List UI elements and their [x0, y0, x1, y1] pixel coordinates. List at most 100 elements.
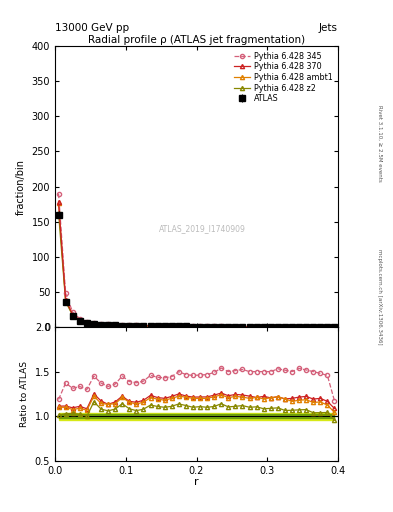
Pythia 6.428 ambt1: [70, 312, 75, 318]
Y-axis label: Ratio to ATLAS: Ratio to ATLAS: [20, 361, 29, 427]
Line: Pythia 6.428 370: Pythia 6.428 370: [57, 200, 336, 329]
Pythia 6.428 370: [325, 324, 330, 330]
Pythia 6.428 370: [84, 319, 89, 326]
Pythia 6.428 ambt1: [297, 324, 301, 330]
Text: Rivet 3.1.10, ≥ 2.5M events: Rivet 3.1.10, ≥ 2.5M events: [377, 105, 382, 182]
Pythia 6.428 370: [191, 324, 195, 330]
Pythia 6.428 ambt1: [148, 323, 153, 329]
Pythia 6.428 z2: [84, 319, 89, 326]
Pythia 6.428 ambt1: [56, 200, 61, 206]
Pythia 6.428 345: [162, 323, 167, 329]
Pythia 6.428 345: [120, 322, 125, 328]
Pythia 6.428 370: [113, 322, 118, 328]
Pythia 6.428 z2: [332, 324, 337, 330]
Pythia 6.428 345: [219, 324, 224, 330]
Pythia 6.428 345: [191, 323, 195, 329]
Pythia 6.428 z2: [226, 324, 231, 330]
Text: Jets: Jets: [319, 23, 338, 33]
Pythia 6.428 z2: [247, 324, 252, 330]
Pythia 6.428 ambt1: [155, 323, 160, 329]
Pythia 6.428 345: [297, 324, 301, 330]
Pythia 6.428 ambt1: [332, 324, 337, 330]
Pythia 6.428 ambt1: [113, 322, 118, 328]
Pythia 6.428 370: [63, 296, 68, 303]
Pythia 6.428 z2: [148, 323, 153, 329]
Pythia 6.428 370: [261, 324, 266, 330]
Pythia 6.428 z2: [290, 324, 294, 330]
Pythia 6.428 ambt1: [120, 322, 125, 328]
Pythia 6.428 370: [290, 324, 294, 330]
Pythia 6.428 ambt1: [184, 323, 188, 329]
Pythia 6.428 ambt1: [318, 324, 323, 330]
Pythia 6.428 ambt1: [290, 324, 294, 330]
X-axis label: r: r: [194, 477, 199, 487]
Pythia 6.428 370: [268, 324, 273, 330]
Pythia 6.428 z2: [261, 324, 266, 330]
Pythia 6.428 370: [212, 324, 217, 330]
Pythia 6.428 ambt1: [219, 324, 224, 330]
Legend: Pythia 6.428 345, Pythia 6.428 370, Pythia 6.428 ambt1, Pythia 6.428 z2, ATLAS: Pythia 6.428 345, Pythia 6.428 370, Pyth…: [233, 50, 334, 105]
Pythia 6.428 z2: [63, 298, 68, 305]
Pythia 6.428 z2: [198, 324, 202, 330]
Pythia 6.428 370: [198, 324, 202, 330]
Pythia 6.428 370: [318, 324, 323, 330]
Pythia 6.428 z2: [99, 322, 103, 328]
Pythia 6.428 370: [176, 323, 181, 329]
Pythia 6.428 z2: [191, 324, 195, 330]
Pythia 6.428 370: [169, 323, 174, 329]
Pythia 6.428 z2: [297, 324, 301, 330]
Pythia 6.428 z2: [113, 322, 118, 328]
Pythia 6.428 ambt1: [191, 324, 195, 330]
Pythia 6.428 ambt1: [63, 297, 68, 303]
Pythia 6.428 370: [240, 324, 245, 330]
Pythia 6.428 370: [162, 323, 167, 329]
Pythia 6.428 370: [297, 324, 301, 330]
Pythia 6.428 ambt1: [162, 323, 167, 329]
Pythia 6.428 z2: [106, 322, 110, 328]
Pythia 6.428 345: [148, 323, 153, 329]
Pythia 6.428 345: [169, 323, 174, 329]
Pythia 6.428 z2: [155, 323, 160, 329]
Pythia 6.428 370: [233, 324, 238, 330]
Pythia 6.428 345: [254, 324, 259, 330]
Pythia 6.428 345: [205, 324, 209, 330]
Pythia 6.428 370: [106, 322, 110, 328]
Pythia 6.428 ambt1: [261, 324, 266, 330]
Line: Pythia 6.428 z2: Pythia 6.428 z2: [57, 211, 336, 329]
Pythia 6.428 ambt1: [127, 323, 132, 329]
Pythia 6.428 z2: [127, 323, 132, 329]
Pythia 6.428 z2: [141, 323, 146, 329]
Title: Radial profile ρ (ATLAS jet fragmentation): Radial profile ρ (ATLAS jet fragmentatio…: [88, 35, 305, 45]
Pythia 6.428 345: [127, 322, 132, 328]
Pythia 6.428 z2: [275, 324, 280, 330]
Pythia 6.428 ambt1: [92, 321, 96, 327]
Pythia 6.428 345: [233, 324, 238, 330]
Pythia 6.428 345: [311, 324, 316, 330]
Pythia 6.428 370: [99, 321, 103, 327]
Pythia 6.428 ambt1: [99, 321, 103, 327]
Pythia 6.428 z2: [318, 324, 323, 330]
Pythia 6.428 370: [205, 324, 209, 330]
Pythia 6.428 z2: [70, 312, 75, 318]
Pythia 6.428 z2: [92, 321, 96, 327]
Pythia 6.428 345: [304, 324, 309, 330]
Pythia 6.428 345: [63, 290, 68, 296]
Pythia 6.428 z2: [254, 324, 259, 330]
Pythia 6.428 370: [283, 324, 287, 330]
Pythia 6.428 345: [290, 324, 294, 330]
Pythia 6.428 370: [226, 324, 231, 330]
Pythia 6.428 ambt1: [176, 323, 181, 329]
Pythia 6.428 370: [120, 322, 125, 328]
Pythia 6.428 ambt1: [268, 324, 273, 330]
Pythia 6.428 345: [318, 324, 323, 330]
Pythia 6.428 ambt1: [205, 324, 209, 330]
Pythia 6.428 370: [148, 323, 153, 329]
Pythia 6.428 ambt1: [325, 324, 330, 330]
Pythia 6.428 z2: [325, 324, 330, 330]
Pythia 6.428 345: [247, 324, 252, 330]
Pythia 6.428 ambt1: [169, 323, 174, 329]
Pythia 6.428 z2: [184, 324, 188, 330]
Pythia 6.428 345: [261, 324, 266, 330]
Pythia 6.428 370: [332, 324, 337, 330]
Pythia 6.428 345: [56, 190, 61, 197]
